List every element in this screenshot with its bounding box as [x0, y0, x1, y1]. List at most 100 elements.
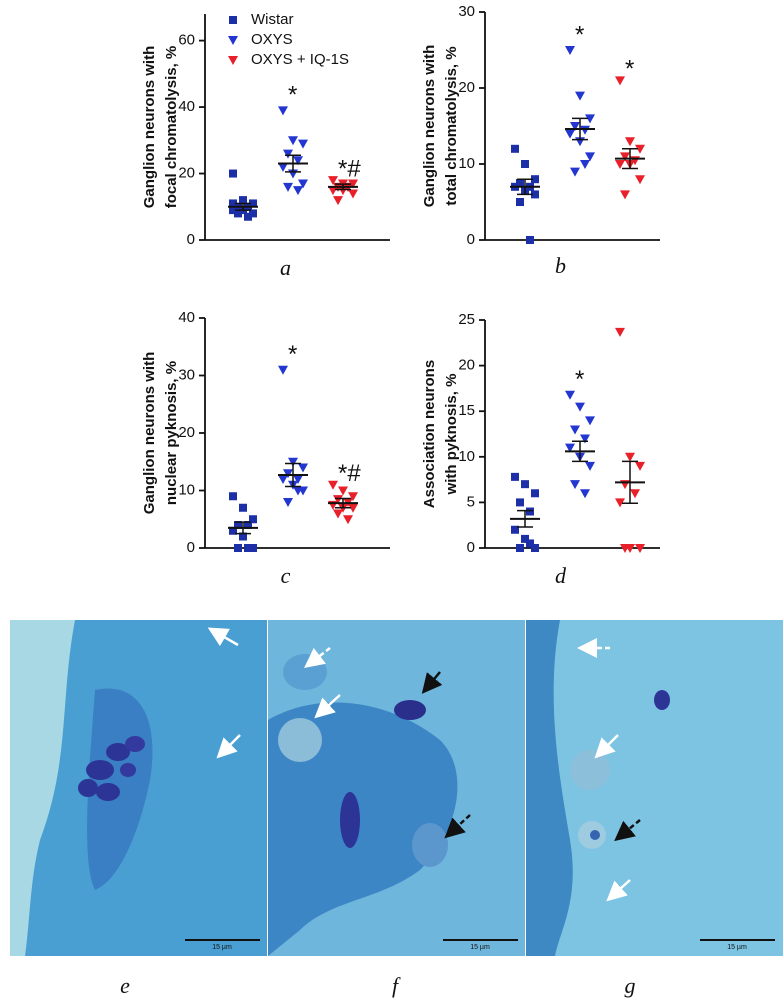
data-point	[620, 190, 630, 200]
data-point	[348, 492, 358, 502]
y-tick-label: 15	[458, 402, 475, 419]
panel-label: e	[120, 973, 130, 998]
data-point	[249, 209, 257, 218]
data-point	[580, 160, 590, 169]
y-tick-label: 10	[178, 481, 195, 498]
data-point	[348, 189, 358, 199]
y-tick-label: 30	[178, 366, 195, 383]
error-bar	[335, 497, 351, 509]
legend-marker	[229, 16, 237, 24]
data-point	[516, 498, 524, 507]
data-point	[249, 544, 257, 552]
y-axis-label: Ganglion neurons with	[141, 46, 158, 209]
panel-label: a	[280, 255, 291, 280]
micrograph-e	[10, 620, 267, 956]
data-point	[348, 179, 358, 189]
data-point	[625, 137, 635, 147]
panel-label: b	[555, 253, 566, 278]
data-point	[580, 434, 590, 444]
y-tick-label: 10	[458, 448, 475, 465]
data-point	[333, 196, 343, 206]
data-point	[298, 139, 308, 149]
data-point	[511, 472, 519, 481]
data-point	[526, 507, 534, 516]
data-point	[575, 402, 585, 412]
y-axis-label: focal chromatolysis, %	[163, 46, 180, 209]
data-point	[516, 179, 524, 187]
data-point	[531, 544, 539, 552]
data-point	[570, 425, 580, 435]
error-bar	[235, 202, 251, 211]
data-point	[234, 544, 242, 552]
legend-item: OXYS	[228, 31, 293, 48]
error-bar	[572, 440, 588, 463]
data-point	[585, 152, 595, 162]
significance-mark: *	[575, 366, 584, 393]
data-point	[328, 176, 338, 186]
data-point	[249, 199, 257, 208]
data-point	[565, 390, 575, 400]
data-point	[229, 492, 237, 501]
error-bar	[572, 117, 588, 141]
data-point	[348, 503, 358, 513]
data-point	[283, 149, 293, 159]
data-point	[288, 136, 298, 146]
data-point	[278, 162, 288, 172]
data-point	[635, 144, 645, 154]
y-tick-label: 60	[178, 32, 195, 49]
error-bar	[517, 509, 533, 528]
data-point	[585, 416, 595, 426]
data-point	[565, 46, 575, 55]
data-point	[531, 175, 539, 184]
panel-label: d	[555, 563, 567, 588]
y-tick-label: 20	[458, 357, 475, 374]
data-point	[298, 463, 308, 473]
y-tick-label: 0	[467, 231, 475, 248]
data-point	[338, 186, 348, 196]
data-point	[229, 169, 237, 178]
data-point	[570, 122, 580, 131]
data-point	[244, 544, 252, 552]
data-point	[288, 457, 298, 467]
data-point	[239, 532, 247, 541]
data-point	[630, 489, 640, 499]
data-point	[283, 182, 293, 192]
data-point	[526, 539, 534, 548]
legend-label: Wistar	[251, 11, 294, 28]
legend-marker	[228, 36, 238, 45]
data-point	[585, 461, 595, 471]
legend-marker	[228, 56, 238, 65]
data-point	[229, 206, 237, 215]
scale-bar-label: 15 µm	[212, 944, 232, 951]
y-tick-label: 20	[178, 164, 195, 181]
data-point	[283, 469, 293, 479]
data-point	[239, 196, 247, 205]
data-point	[278, 475, 288, 484]
data-point	[615, 160, 625, 169]
y-tick-label: 0	[187, 539, 195, 556]
data-point	[244, 212, 252, 221]
panel-label: c	[281, 563, 291, 588]
data-point	[229, 199, 237, 208]
error-bar	[285, 462, 301, 488]
data-point	[526, 236, 534, 244]
data-point	[244, 521, 252, 529]
data-point	[338, 486, 348, 496]
y-tick-label: 25	[458, 311, 475, 328]
data-point	[333, 495, 343, 505]
y-tick-label: 40	[178, 309, 195, 326]
data-point	[239, 503, 247, 512]
data-point	[570, 480, 580, 490]
data-point	[620, 544, 630, 553]
legend-item: Wistar	[229, 11, 294, 28]
error-bar	[517, 178, 533, 196]
data-point	[531, 190, 539, 199]
y-axis-label: with pyknosis, %	[443, 374, 460, 496]
data-point	[635, 175, 645, 185]
scale-bar-label: 15 µm	[470, 944, 490, 951]
significance-mark: *	[625, 56, 634, 83]
data-point	[516, 198, 524, 206]
data-point	[249, 515, 257, 524]
data-point	[229, 526, 237, 535]
error-bar	[622, 460, 638, 505]
